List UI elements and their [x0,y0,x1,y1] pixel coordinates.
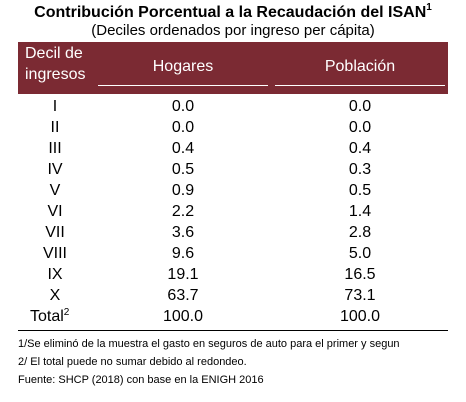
table-row: V 0.9 0.5 [0,180,466,201]
cell-hogares: 0.5 [171,161,195,178]
cell-hogares: 0.9 [171,182,195,199]
cell-poblacion: 0.0 [348,98,372,115]
table-row: I 0.0 0.0 [0,96,466,117]
cell-hogares: 19.1 [167,266,199,283]
cell-poblacion: 0.0 [348,119,372,136]
cell-decil: VII [45,224,65,241]
table-total-row: Total2 100.0 100.0 [0,306,466,327]
cell-decil: II [50,119,60,136]
table-row: II 0.0 0.0 [0,117,466,138]
cell-hogares: 63.7 [167,287,199,304]
cell-decil: V [49,182,61,199]
cell-poblacion: 0.5 [348,182,372,199]
cell-decil: I [52,98,58,115]
cell-hogares: 0.0 [171,119,195,136]
cell-decil: X [49,287,61,304]
cell-poblacion: 73.1 [344,287,376,304]
cell-hogares: 9.6 [171,245,195,262]
table-body: I 0.0 0.0 II 0.0 0.0 III 0.4 0.4 IV 0.5 … [0,96,466,327]
title-footnote-ref: 1 [426,2,432,13]
table-row: X 63.7 73.1 [0,285,466,306]
cell-poblacion: 5.0 [348,245,372,262]
cell-poblacion: 2.8 [348,224,372,241]
table-row: IV 0.5 0.3 [0,159,466,180]
header-hogares-underline [98,85,268,86]
footnote-1: 1/Se eliminó de la muestra el gasto en s… [18,338,400,350]
table-bottom-rule [18,330,448,331]
cell-hogares: 0.0 [171,98,195,115]
cell-poblacion: 1.4 [348,203,372,220]
cell-hogares: 0.4 [171,140,195,157]
header-hogares: Hogares [152,58,214,75]
header-poblacion: Población [324,58,396,75]
total-label-text: Total [30,308,64,325]
table-notes: 1/Se eliminó de la muestra el gasto en s… [18,335,466,389]
total-footnote-ref: 2 [63,307,70,318]
header-decil-line2: ingresos [25,66,86,83]
cell-total-hogares: 100.0 [162,308,204,325]
cell-hogares: 2.2 [171,203,195,220]
table-row: VIII 9.6 5.0 [0,243,466,264]
header-decil-line1: Decil de [25,45,83,62]
table-row: VII 3.6 2.8 [0,222,466,243]
cell-poblacion: 0.3 [348,161,372,178]
table-title-text: Contribución Porcentual a la Recaudación… [34,4,427,21]
cell-decil: IX [47,266,63,283]
source-note: Fuente: SHCP (2018) con base en la ENIGH… [18,374,264,386]
cell-hogares: 3.6 [171,224,195,241]
cell-decil: VIII [42,245,67,262]
table-row: III 0.4 0.4 [0,138,466,159]
cell-poblacion: 16.5 [344,266,376,283]
cell-poblacion: 0.4 [348,140,372,157]
cell-decil: VI [47,203,63,220]
header-poblacion-underline [275,85,445,86]
table-row: VI 2.2 1.4 [0,201,466,222]
cell-decil: III [48,140,62,157]
table-row: IX 19.1 16.5 [0,264,466,285]
table-subtitle: (Deciles ordenados por ingreso per cápit… [91,22,375,39]
cell-total-poblacion: 100.0 [339,308,381,325]
table-title: Contribución Porcentual a la Recaudación… [0,3,466,23]
footnote-2: 2/ El total puede no sumar debido al red… [18,356,247,368]
cell-decil: IV [47,161,63,178]
cell-total-label: Total2 [30,306,69,327]
